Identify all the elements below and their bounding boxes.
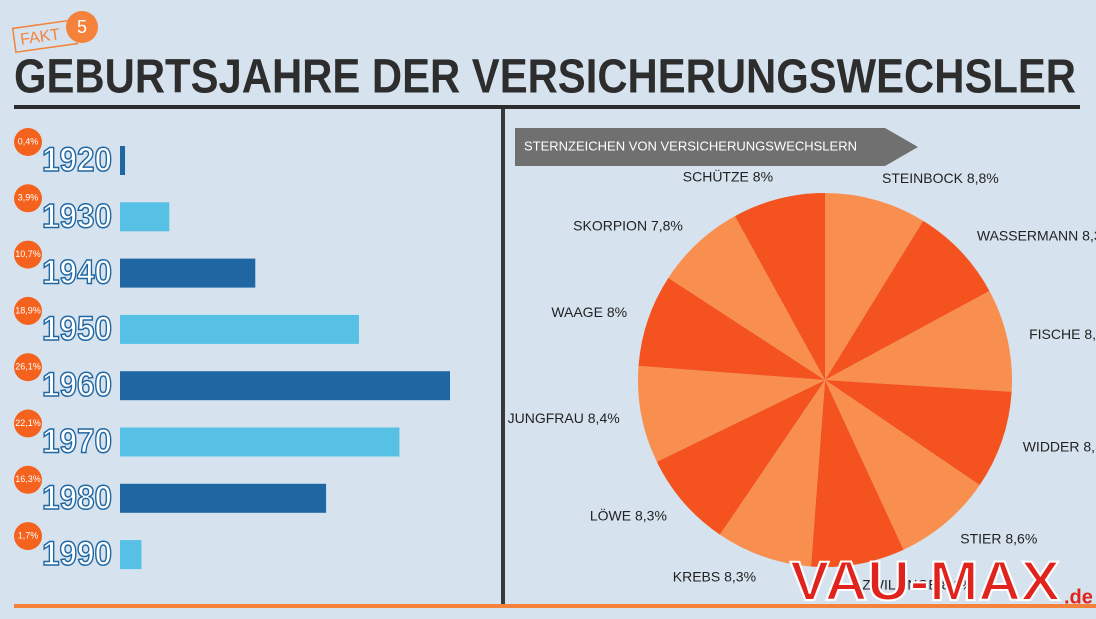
slice-value: 8% bbox=[753, 168, 773, 184]
pie-slice bbox=[825, 380, 1012, 486]
pie-slice bbox=[668, 216, 825, 380]
slice-value: 8,1% bbox=[942, 576, 974, 592]
slice-name: WASSERMANN bbox=[977, 227, 1078, 243]
value-label: 1,7% bbox=[18, 530, 39, 540]
slice-name: SKORPION bbox=[573, 217, 647, 233]
slice-label: SCHÜTZE 8% bbox=[683, 167, 773, 184]
value-badge bbox=[14, 522, 42, 551]
slice-value: 8,5% bbox=[1083, 438, 1096, 454]
pie-slice bbox=[638, 365, 825, 462]
slice-label: FISCHE 8,9% bbox=[1029, 326, 1096, 342]
category-label: 1970 bbox=[42, 422, 112, 460]
category-label: 1960 bbox=[42, 366, 112, 404]
slice-name: STEINBOCK bbox=[882, 170, 964, 186]
pie-slice bbox=[638, 277, 825, 380]
pie-slice bbox=[810, 380, 904, 567]
slice-value: 8,4% bbox=[588, 410, 620, 426]
bar bbox=[120, 427, 400, 457]
badge-number: 5 bbox=[77, 17, 87, 37]
value-badge bbox=[14, 465, 42, 494]
slice-label: WASSERMANN 8,3% bbox=[977, 227, 1096, 243]
bar bbox=[120, 202, 170, 232]
bar bbox=[120, 483, 327, 513]
value-badge bbox=[14, 409, 42, 438]
slice-value: 8,8% bbox=[967, 170, 999, 186]
pie-title: STERNZEICHEN VON VERSICHERUNGSWECHSLERN bbox=[524, 138, 857, 153]
value-badge bbox=[14, 128, 42, 156]
value-badge bbox=[14, 184, 42, 213]
slice-name: SCHÜTZE bbox=[683, 167, 749, 184]
slice-name: KREBS bbox=[673, 568, 720, 584]
value-badge bbox=[14, 296, 42, 325]
slice-value: 8,6% bbox=[1005, 530, 1037, 546]
slice-label: KREBS 8,3% bbox=[673, 568, 756, 584]
value-label: 18,9% bbox=[15, 305, 41, 315]
pie-slice bbox=[825, 290, 1012, 392]
slice-name: WAAGE bbox=[551, 304, 603, 320]
slice-name: FISCHE bbox=[1029, 326, 1080, 342]
badge-text: FAKT bbox=[19, 26, 61, 48]
pie-slice bbox=[656, 380, 825, 535]
slice-label: WIDDER 8,5% bbox=[1023, 438, 1096, 454]
value-badge bbox=[14, 353, 42, 382]
badge-circle bbox=[66, 11, 98, 43]
pie-title-arrow bbox=[515, 128, 918, 166]
watermark: VAU-MAX bbox=[790, 549, 1060, 612]
slice-name: STIER bbox=[960, 530, 1001, 546]
slice-value: 8% bbox=[607, 304, 627, 320]
slice-value: 8,9% bbox=[1084, 326, 1096, 342]
value-label: 22,1% bbox=[15, 418, 41, 428]
category-label: 1950 bbox=[42, 310, 112, 348]
slice-name: ZWILLINGE bbox=[862, 576, 937, 592]
slice-label: SKORPION 7,8% bbox=[573, 217, 683, 233]
slice-value: 8,3% bbox=[1082, 227, 1096, 243]
title: GEBURTSJAHRE DER VERSICHERUNGSWECHSLER bbox=[14, 51, 1076, 104]
slice-value: 7,8% bbox=[651, 217, 683, 233]
value-badge bbox=[14, 240, 42, 269]
value-label: 3,9% bbox=[18, 193, 39, 203]
pie-slice bbox=[719, 380, 825, 567]
category-label: 1990 bbox=[42, 535, 112, 573]
bar bbox=[120, 146, 126, 175]
watermark-domain: .de bbox=[1064, 586, 1093, 608]
bar bbox=[120, 371, 450, 401]
slice-label: LÖWE 8,3% bbox=[590, 506, 667, 523]
slice-name: WIDDER bbox=[1023, 438, 1080, 454]
category-label: 1940 bbox=[42, 254, 112, 292]
category-label: 1980 bbox=[42, 479, 112, 517]
pie-slice bbox=[825, 193, 924, 380]
pie-slice bbox=[825, 220, 990, 380]
category-label: 1930 bbox=[42, 197, 112, 235]
value-label: 10,7% bbox=[15, 249, 41, 259]
slice-name: LÖWE bbox=[590, 506, 631, 523]
bar bbox=[120, 314, 359, 344]
slice-label: ZWILLINGE 8,1% bbox=[862, 576, 973, 592]
pie-slice bbox=[734, 193, 825, 380]
slice-name: JUNGFRAU bbox=[508, 410, 584, 426]
bar bbox=[120, 258, 256, 288]
category-label: 1920 bbox=[42, 141, 112, 179]
pie-slice bbox=[825, 380, 980, 550]
value-label: 16,3% bbox=[15, 474, 41, 484]
slice-label: JUNGFRAU 8,4% bbox=[508, 410, 620, 426]
slice-value: 8,3% bbox=[635, 507, 667, 523]
bar bbox=[120, 540, 142, 570]
value-label: 0,4% bbox=[18, 136, 39, 146]
slice-label: STIER 8,6% bbox=[960, 530, 1037, 546]
slice-value: 8,3% bbox=[724, 568, 756, 584]
value-label: 26,1% bbox=[15, 362, 41, 372]
slice-label: STEINBOCK 8,8% bbox=[882, 170, 999, 186]
slice-label: WAAGE 8% bbox=[551, 304, 627, 320]
